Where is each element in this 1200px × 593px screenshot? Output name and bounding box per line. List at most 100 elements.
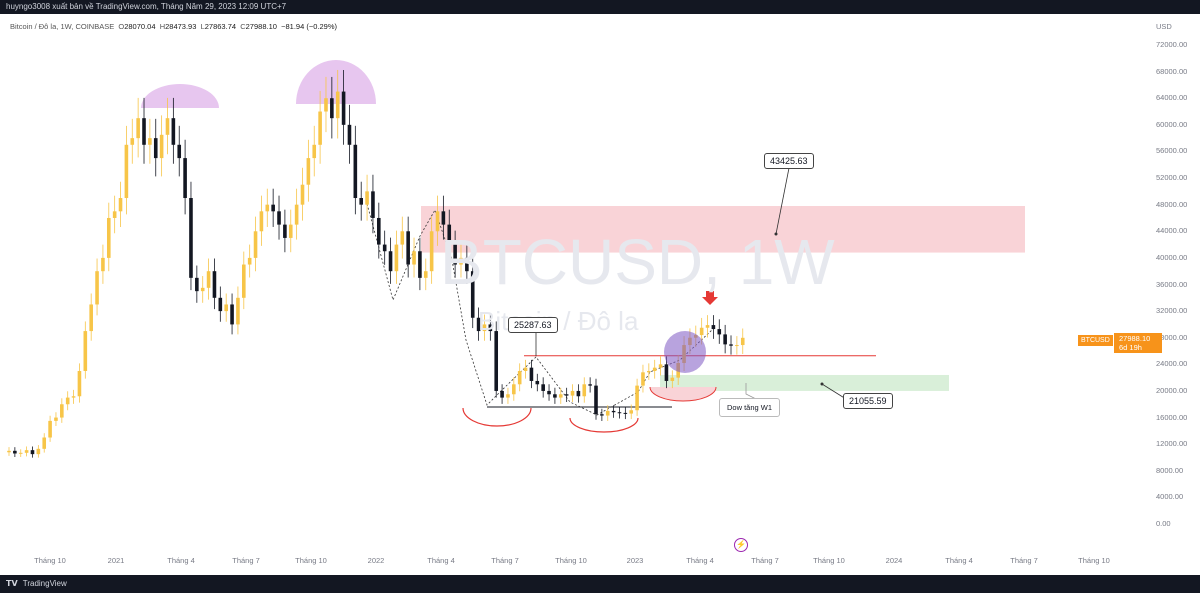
candle-body (18, 452, 23, 454)
candle-body (658, 364, 663, 368)
candle-body (200, 287, 205, 292)
candle-body (189, 198, 193, 278)
candle-body (106, 217, 111, 258)
candle-body (611, 410, 616, 413)
candle-body (553, 394, 557, 398)
x-tick-label: 2024 (885, 556, 903, 565)
candle-body (24, 450, 29, 453)
candle-body (529, 367, 534, 381)
callout-target-low[interactable]: 21055.59 (843, 393, 893, 409)
callout-resistance[interactable]: 25287.63 (508, 317, 558, 333)
legend-open-label: O (118, 22, 125, 31)
candle-body (377, 217, 381, 245)
candle-body (277, 211, 281, 225)
candle-body (535, 380, 540, 385)
bottom-arc-3 (649, 386, 717, 402)
candle-body (382, 244, 387, 252)
candle-body (582, 384, 587, 397)
candle-body (142, 118, 146, 145)
candle-body (617, 412, 622, 414)
candle-body (95, 271, 99, 305)
candle-body (42, 437, 47, 449)
symbol-legend[interactable]: Bitcoin / Đô la, 1W, COINBASE O28070.04 … (10, 22, 337, 31)
x-tick-label: 2023 (626, 556, 644, 565)
candle-body (48, 420, 52, 438)
candle-body (453, 244, 457, 265)
legend-high-label: H (159, 22, 166, 31)
candle-body (300, 184, 305, 205)
candle-body (635, 385, 639, 411)
candle-body (605, 410, 610, 416)
candle-body (400, 231, 405, 245)
legend-low: 27863.74 (204, 22, 237, 31)
candle-body (148, 138, 152, 145)
x-tick-label: Tháng 7 (1010, 556, 1038, 565)
candle-body (588, 384, 592, 386)
candle-body (459, 257, 463, 265)
candle-body (136, 118, 140, 139)
candle-body (118, 198, 123, 212)
candle-body (576, 390, 581, 397)
candle-body (506, 394, 510, 398)
candle-body (729, 344, 733, 346)
candle-body (441, 211, 446, 225)
candle-body (423, 271, 428, 278)
candle-body (288, 224, 293, 238)
candle-body (670, 377, 675, 381)
candle-body (418, 251, 422, 278)
candle-body (159, 134, 164, 159)
candle-body (242, 264, 246, 298)
candle-body (30, 450, 35, 455)
lightning-icon[interactable]: ⚡ (734, 538, 748, 552)
x-tick-label: Tháng 7 (232, 556, 260, 565)
y-tick-label: 60000.00 (1156, 119, 1188, 129)
candle-body (641, 372, 645, 386)
x-tick-label: Tháng 4 (686, 556, 714, 565)
candle-body (77, 370, 82, 397)
y-tick-label: 72000.00 (1156, 40, 1188, 49)
candle-body (664, 364, 669, 381)
candle-body (699, 327, 704, 336)
candle-body (494, 331, 499, 391)
candle-body (723, 334, 727, 345)
note-dow-trend[interactable]: Dow tăng W1 (719, 398, 781, 417)
candle-body (218, 297, 223, 312)
legend-change: −81.94 (−0.29%) (281, 22, 337, 31)
y-tick-label: 56000.00 (1156, 146, 1188, 156)
x-tick-label: Tháng 7 (491, 556, 519, 565)
x-tick-label: Tháng 4 (427, 556, 455, 565)
candle-body (206, 271, 211, 288)
leader-target-high (775, 167, 790, 235)
y-tick-label: 44000.00 (1156, 226, 1188, 236)
x-tick-label: Tháng 4 (945, 556, 973, 565)
y-tick-label: 28000.00 (1156, 332, 1188, 342)
candle-body (265, 204, 270, 212)
candle-body (412, 251, 416, 265)
tradingview-logo-icon: 𝗧𝗩 (6, 579, 18, 588)
candle-body (112, 211, 117, 218)
bottom-arc-1 (462, 407, 532, 427)
candle-body (388, 251, 393, 272)
price-axis[interactable]: USD 72000.00 68000.00 64000.00 60000.00 5600… (1152, 14, 1200, 569)
candle-body (482, 324, 487, 332)
candle-body (71, 396, 76, 398)
left-top-dome (141, 84, 219, 108)
candle-body (488, 324, 493, 332)
resistance-zone (421, 205, 1025, 253)
y-tick-label: 48000.00 (1156, 199, 1188, 209)
candle-body (54, 417, 58, 421)
candle-body (740, 337, 745, 346)
callout-target-high[interactable]: 43425.63 (764, 153, 814, 169)
x-tick-label: Tháng 10 (34, 556, 66, 565)
candle-body (330, 98, 334, 119)
y-tick-label: 8000.00 (1156, 465, 1184, 475)
price-tag-price: 27988.10 (1119, 334, 1151, 343)
candle-body (435, 211, 440, 232)
candle-body (230, 304, 234, 325)
candle-body (13, 450, 17, 454)
x-tick-label: Tháng 10 (813, 556, 845, 565)
candle-body (470, 271, 475, 318)
y-tick-label: 12000.00 (1156, 439, 1188, 449)
candle-body (259, 211, 264, 232)
